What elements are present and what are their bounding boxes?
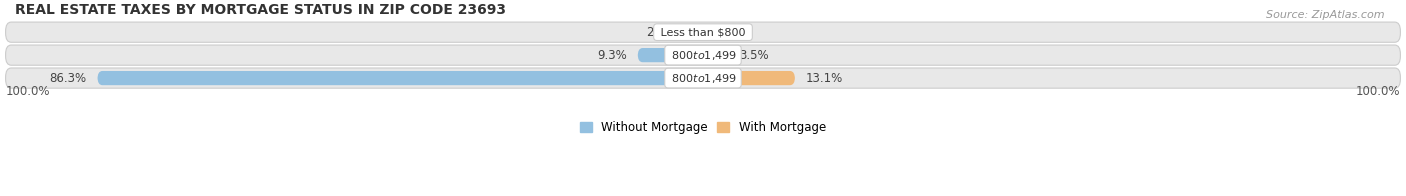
Text: 9.3%: 9.3% bbox=[596, 49, 627, 62]
Text: 2.2%: 2.2% bbox=[647, 26, 676, 39]
Text: Less than $800: Less than $800 bbox=[657, 27, 749, 37]
Text: Source: ZipAtlas.com: Source: ZipAtlas.com bbox=[1267, 10, 1385, 20]
Text: $800 to $1,499: $800 to $1,499 bbox=[668, 72, 738, 85]
Text: 100.0%: 100.0% bbox=[1355, 85, 1400, 98]
Text: 100.0%: 100.0% bbox=[6, 85, 51, 98]
Legend: Without Mortgage, With Mortgage: Without Mortgage, With Mortgage bbox=[575, 116, 831, 139]
FancyBboxPatch shape bbox=[703, 71, 794, 85]
FancyBboxPatch shape bbox=[703, 48, 727, 62]
FancyBboxPatch shape bbox=[638, 48, 703, 62]
Text: $800 to $1,499: $800 to $1,499 bbox=[668, 49, 738, 62]
FancyBboxPatch shape bbox=[688, 25, 703, 39]
Text: 3.5%: 3.5% bbox=[738, 49, 769, 62]
Text: 0.0%: 0.0% bbox=[714, 26, 744, 39]
FancyBboxPatch shape bbox=[97, 71, 703, 85]
Text: REAL ESTATE TAXES BY MORTGAGE STATUS IN ZIP CODE 23693: REAL ESTATE TAXES BY MORTGAGE STATUS IN … bbox=[15, 3, 506, 17]
FancyBboxPatch shape bbox=[6, 22, 1400, 42]
Text: 86.3%: 86.3% bbox=[49, 72, 86, 85]
FancyBboxPatch shape bbox=[6, 68, 1400, 88]
Text: 13.1%: 13.1% bbox=[806, 72, 844, 85]
FancyBboxPatch shape bbox=[6, 45, 1400, 65]
